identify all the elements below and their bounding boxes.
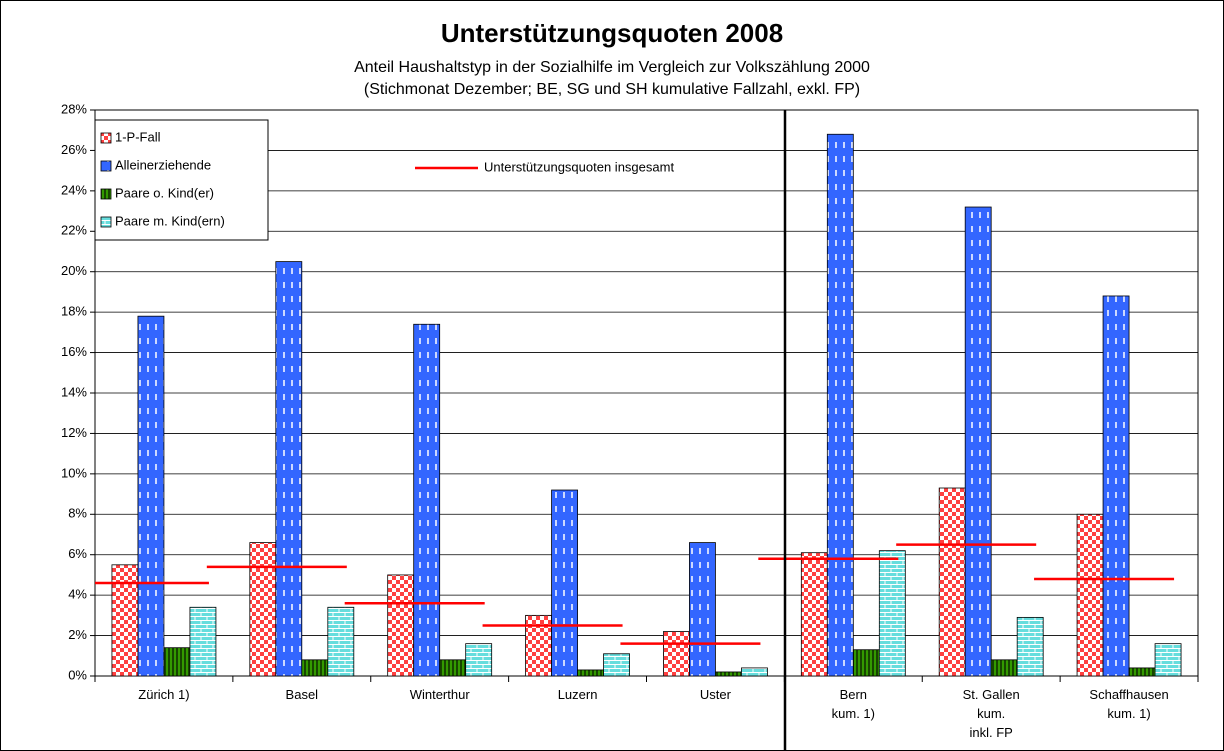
legend-label: Unterstützungsquoten insgesamt (484, 159, 674, 174)
x-tick-label: Schaffhausen kum. 1) (1089, 687, 1168, 721)
bar (111, 564, 139, 677)
bar (715, 671, 742, 677)
y-tick-label: 24% (61, 182, 87, 197)
y-tick-label: 2% (68, 627, 87, 642)
bar (275, 261, 303, 677)
bar (1154, 643, 1182, 677)
bar (1102, 295, 1130, 677)
bar (964, 206, 992, 677)
bar (800, 552, 828, 677)
y-tick-label: 16% (61, 344, 87, 359)
y-tick-label: 4% (68, 587, 87, 602)
legend-swatch (100, 216, 112, 228)
bar (465, 643, 493, 677)
y-tick-label: 20% (61, 263, 87, 278)
y-tick-label: 10% (61, 465, 87, 480)
bar (990, 659, 1018, 677)
y-tick-label: 8% (68, 506, 87, 521)
bar (1016, 616, 1044, 677)
bar (327, 606, 355, 677)
y-tick-label: 26% (61, 142, 87, 157)
chart-title: Unterstützungsquoten 2008 (441, 18, 783, 48)
bar (301, 659, 329, 677)
legend-label: Alleinerziehende (115, 157, 211, 172)
y-tick-label: 6% (68, 546, 87, 561)
x-tick-label: St. Gallen kum. inkl. FP (963, 687, 1020, 740)
bar (852, 649, 880, 677)
y-tick-label: 14% (61, 384, 87, 399)
x-tick-label: Zürich 1) (138, 687, 189, 702)
y-tick-label: 28% (61, 101, 87, 116)
x-tick-label: Luzern (558, 687, 598, 702)
x-tick-label: Bern kum. 1) (832, 687, 875, 721)
bar (439, 659, 467, 677)
legend-swatch (100, 188, 112, 200)
bar (387, 574, 415, 677)
legend-label: Paare m. Kind(ern) (115, 213, 225, 228)
bar (189, 606, 217, 677)
bar (663, 631, 690, 677)
y-tick-label: 12% (61, 425, 87, 440)
bar (1128, 667, 1156, 677)
bar (938, 487, 966, 677)
legend-label: Paare o. Kind(er) (115, 185, 214, 200)
legend-swatch (100, 132, 112, 144)
bar (603, 653, 630, 677)
x-tick-label: Uster (700, 687, 732, 702)
bar (878, 550, 906, 677)
bar (249, 542, 277, 677)
bar (1076, 513, 1104, 677)
bar (137, 315, 165, 677)
x-tick-label: Basel (286, 687, 319, 702)
bar (577, 669, 604, 677)
bar (741, 667, 768, 677)
bar (413, 323, 441, 677)
legend-label: 1-P-Fall (115, 129, 161, 144)
bar (689, 542, 716, 677)
bar (826, 133, 854, 677)
y-tick-label: 18% (61, 304, 87, 319)
y-tick-label: 22% (61, 223, 87, 238)
bar (163, 647, 191, 677)
y-tick-label: 0% (68, 667, 87, 682)
legend-swatch (100, 160, 112, 172)
bar (551, 489, 578, 677)
chart-subtitle: (Stichmonat Dezember; BE, SG und SH kumu… (364, 81, 860, 98)
legend (94, 119, 269, 241)
chart-subtitle: Anteil Haushaltstyp in der Sozialhilfe i… (354, 59, 870, 76)
x-tick-label: Winterthur (410, 687, 471, 702)
